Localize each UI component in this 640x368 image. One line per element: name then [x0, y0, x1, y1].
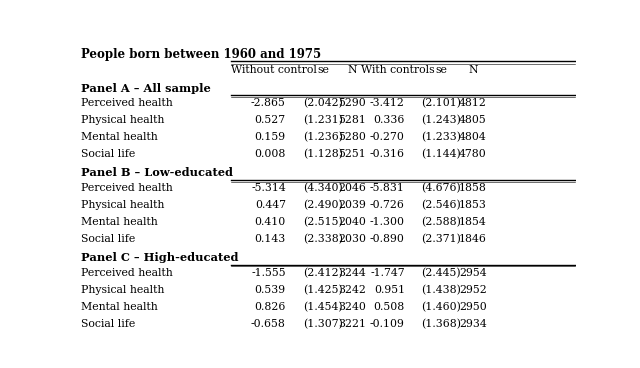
Text: 1858: 1858 — [459, 183, 487, 193]
Text: 5281: 5281 — [338, 115, 365, 125]
Text: (2.490): (2.490) — [303, 200, 343, 210]
Text: (4.340): (4.340) — [303, 183, 343, 193]
Text: -5.831: -5.831 — [370, 183, 405, 193]
Text: (2.588): (2.588) — [421, 217, 461, 227]
Text: 1846: 1846 — [459, 234, 487, 244]
Text: 0.008: 0.008 — [255, 149, 286, 159]
Text: -1.555: -1.555 — [252, 268, 286, 278]
Text: (1.460): (1.460) — [421, 301, 461, 312]
Text: 2952: 2952 — [459, 285, 486, 295]
Text: N: N — [347, 65, 356, 75]
Text: (1.144): (1.144) — [421, 149, 461, 159]
Text: 0.410: 0.410 — [255, 217, 286, 227]
Text: -1.747: -1.747 — [371, 268, 405, 278]
Text: Perceived health: Perceived health — [81, 268, 173, 278]
Text: (2.515): (2.515) — [303, 217, 343, 227]
Text: (2.042): (2.042) — [303, 98, 343, 109]
Text: 0.508: 0.508 — [374, 302, 405, 312]
Text: Physical health: Physical health — [81, 285, 165, 295]
Text: Social life: Social life — [81, 149, 136, 159]
Text: (1.231): (1.231) — [303, 115, 343, 125]
Text: 4812: 4812 — [459, 98, 487, 108]
Text: 2954: 2954 — [459, 268, 486, 278]
Text: Physical health: Physical health — [81, 115, 165, 125]
Text: (1.454): (1.454) — [303, 301, 343, 312]
Text: Mental health: Mental health — [81, 217, 158, 227]
Text: 2046: 2046 — [338, 183, 365, 193]
Text: 0.159: 0.159 — [255, 132, 286, 142]
Text: se: se — [435, 65, 447, 75]
Text: 1853: 1853 — [459, 200, 487, 210]
Text: 5290: 5290 — [338, 98, 365, 108]
Text: 1854: 1854 — [459, 217, 486, 227]
Text: (2.338): (2.338) — [303, 234, 343, 244]
Text: Physical health: Physical health — [81, 200, 165, 210]
Text: 2040: 2040 — [338, 217, 365, 227]
Text: N: N — [468, 65, 477, 75]
Text: (1.438): (1.438) — [421, 284, 461, 295]
Text: 3221: 3221 — [338, 319, 366, 329]
Text: Perceived health: Perceived health — [81, 183, 173, 193]
Text: 5251: 5251 — [338, 149, 365, 159]
Text: -5.314: -5.314 — [251, 183, 286, 193]
Text: (2.445): (2.445) — [421, 268, 461, 278]
Text: (1.233): (1.233) — [421, 132, 461, 142]
Text: (1.425): (1.425) — [303, 284, 343, 295]
Text: -0.726: -0.726 — [370, 200, 405, 210]
Text: (1.368): (1.368) — [421, 319, 461, 329]
Text: 4804: 4804 — [459, 132, 486, 142]
Text: Panel C – High-educated: Panel C – High-educated — [81, 252, 239, 263]
Text: (2.101): (2.101) — [421, 98, 461, 109]
Text: (1.243): (1.243) — [421, 115, 461, 125]
Text: 0.826: 0.826 — [255, 302, 286, 312]
Text: 0.447: 0.447 — [255, 200, 286, 210]
Text: People born between 1960 and 1975: People born between 1960 and 1975 — [81, 48, 322, 61]
Text: 4780: 4780 — [459, 149, 486, 159]
Text: (1.236): (1.236) — [303, 132, 343, 142]
Text: -2.865: -2.865 — [251, 98, 286, 108]
Text: 0.143: 0.143 — [255, 234, 286, 244]
Text: 3242: 3242 — [338, 285, 365, 295]
Text: -0.270: -0.270 — [370, 132, 405, 142]
Text: 0.527: 0.527 — [255, 115, 286, 125]
Text: (2.412): (2.412) — [303, 268, 343, 278]
Text: 2934: 2934 — [459, 319, 486, 329]
Text: 0.539: 0.539 — [255, 285, 286, 295]
Text: 4805: 4805 — [459, 115, 486, 125]
Text: 0.336: 0.336 — [374, 115, 405, 125]
Text: (4.676): (4.676) — [421, 183, 461, 193]
Text: (2.371): (2.371) — [421, 234, 461, 244]
Text: Without control: Without control — [230, 65, 316, 75]
Text: Panel A – All sample: Panel A – All sample — [81, 82, 211, 93]
Text: Social life: Social life — [81, 234, 136, 244]
Text: -3.412: -3.412 — [370, 98, 405, 108]
Text: Social life: Social life — [81, 319, 136, 329]
Text: With controls: With controls — [360, 65, 435, 75]
Text: -0.658: -0.658 — [251, 319, 286, 329]
Text: 3240: 3240 — [338, 302, 365, 312]
Text: 0.951: 0.951 — [374, 285, 405, 295]
Text: 2950: 2950 — [459, 302, 486, 312]
Text: 2039: 2039 — [338, 200, 365, 210]
Text: Mental health: Mental health — [81, 302, 158, 312]
Text: (1.128): (1.128) — [303, 149, 343, 159]
Text: -1.300: -1.300 — [370, 217, 405, 227]
Text: (1.307): (1.307) — [303, 319, 343, 329]
Text: (2.546): (2.546) — [421, 200, 461, 210]
Text: -0.316: -0.316 — [370, 149, 405, 159]
Text: -0.109: -0.109 — [370, 319, 405, 329]
Text: 2030: 2030 — [338, 234, 366, 244]
Text: Perceived health: Perceived health — [81, 98, 173, 108]
Text: Panel B – Low-educated: Panel B – Low-educated — [81, 167, 234, 178]
Text: 3244: 3244 — [338, 268, 365, 278]
Text: Mental health: Mental health — [81, 132, 158, 142]
Text: se: se — [317, 65, 329, 75]
Text: 5280: 5280 — [338, 132, 365, 142]
Text: -0.890: -0.890 — [370, 234, 405, 244]
